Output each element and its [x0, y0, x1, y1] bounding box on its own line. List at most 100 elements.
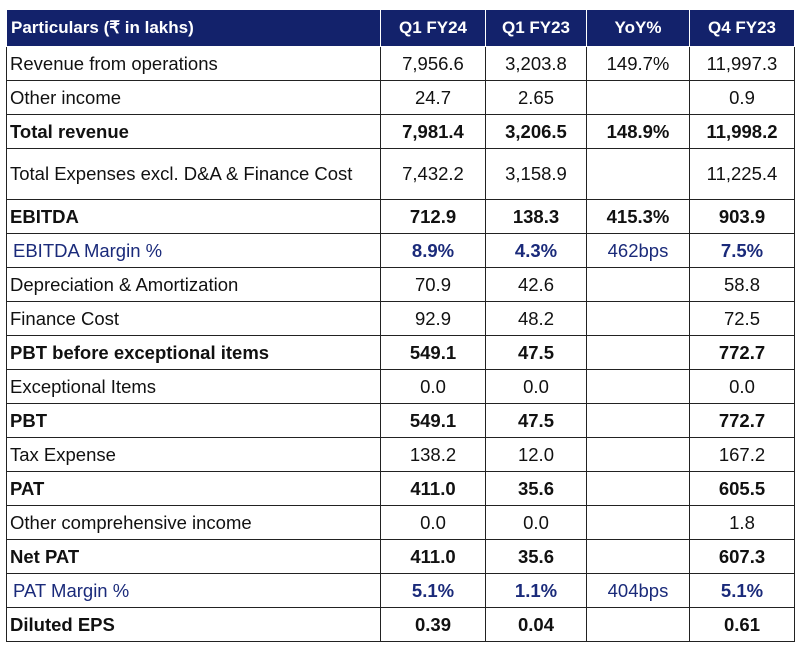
- cell-q4fy23: 11,997.3: [689, 46, 795, 81]
- table-row: Exceptional Items 0.0 0.0 0.0: [6, 369, 795, 404]
- cell-q1fy23: 3,206.5: [485, 114, 587, 149]
- cell-q4fy23: 772.7: [689, 403, 795, 438]
- row-label: Tax Expense: [6, 437, 381, 472]
- table-row: Diluted EPS 0.39 0.04 0.61: [6, 607, 795, 642]
- cell-q1fy23: 3,203.8: [485, 46, 587, 81]
- cell-q1fy23: 138.3: [485, 199, 587, 234]
- cell-q1fy24: 24.7: [380, 80, 486, 115]
- header-particulars: Particulars (₹ in lakhs): [6, 9, 381, 47]
- table-header-row: Particulars (₹ in lakhs) Q1 FY24 Q1 FY23…: [6, 9, 795, 47]
- table-row: EBITDA Margin % 8.9% 4.3% 462bps 7.5%: [6, 233, 795, 268]
- table-row: Tax Expense 138.2 12.0 167.2: [6, 437, 795, 472]
- header-q1fy23: Q1 FY23: [485, 9, 587, 47]
- cell-q1fy24: 7,432.2: [380, 148, 486, 200]
- row-label: Depreciation & Amortization: [6, 267, 381, 302]
- table-row: Total Expenses excl. D&A & Finance Cost …: [6, 148, 795, 200]
- cell-yoy: [586, 471, 690, 506]
- row-label: Total revenue: [6, 114, 381, 149]
- row-label: Finance Cost: [6, 301, 381, 336]
- cell-q4fy23: 0.61: [689, 607, 795, 642]
- row-label: Revenue from operations: [6, 46, 381, 81]
- cell-yoy: [586, 148, 690, 200]
- cell-yoy: 149.7%: [586, 46, 690, 81]
- cell-q4fy23: 167.2: [689, 437, 795, 472]
- header-q4fy23: Q4 FY23: [689, 9, 795, 47]
- cell-yoy: 148.9%: [586, 114, 690, 149]
- table-row: PBT before exceptional items 549.1 47.5 …: [6, 335, 795, 370]
- financial-summary-table: Particulars (₹ in lakhs) Q1 FY24 Q1 FY23…: [6, 9, 795, 642]
- row-label: Net PAT: [6, 539, 381, 574]
- row-label: Diluted EPS: [6, 607, 381, 642]
- cell-q4fy23: 605.5: [689, 471, 795, 506]
- cell-q4fy23: 11,225.4: [689, 148, 795, 200]
- table-row: Depreciation & Amortization 70.9 42.6 58…: [6, 267, 795, 302]
- cell-yoy: [586, 437, 690, 472]
- cell-q1fy23: 47.5: [485, 335, 587, 370]
- cell-q1fy23: 35.6: [485, 471, 587, 506]
- cell-q1fy24: 5.1%: [380, 573, 486, 608]
- table-row: EBITDA 712.9 138.3 415.3% 903.9: [6, 199, 795, 234]
- table-row: Revenue from operations 7,956.6 3,203.8 …: [6, 46, 795, 81]
- cell-q1fy23: 2.65: [485, 80, 587, 115]
- cell-yoy: [586, 301, 690, 336]
- cell-yoy: 462bps: [586, 233, 690, 268]
- cell-yoy: [586, 607, 690, 642]
- cell-yoy: [586, 267, 690, 302]
- cell-q4fy23: 0.9: [689, 80, 795, 115]
- cell-q1fy23: 0.0: [485, 505, 587, 540]
- cell-q1fy24: 70.9: [380, 267, 486, 302]
- cell-q1fy23: 0.0: [485, 369, 587, 404]
- table-row: Other income 24.7 2.65 0.9: [6, 80, 795, 115]
- table-row: Total revenue 7,981.4 3,206.5 148.9% 11,…: [6, 114, 795, 149]
- cell-q4fy23: 0.0: [689, 369, 795, 404]
- table-row: PAT Margin % 5.1% 1.1% 404bps 5.1%: [6, 573, 795, 608]
- cell-q1fy23: 47.5: [485, 403, 587, 438]
- cell-q1fy23: 3,158.9: [485, 148, 587, 200]
- cell-q1fy23: 1.1%: [485, 573, 587, 608]
- table-row: Net PAT 411.0 35.6 607.3: [6, 539, 795, 574]
- cell-yoy: [586, 335, 690, 370]
- cell-q1fy24: 411.0: [380, 539, 486, 574]
- table-row: Finance Cost 92.9 48.2 72.5: [6, 301, 795, 336]
- cell-q4fy23: 11,998.2: [689, 114, 795, 149]
- row-label: EBITDA: [6, 199, 381, 234]
- cell-q4fy23: 58.8: [689, 267, 795, 302]
- cell-q1fy24: 411.0: [380, 471, 486, 506]
- cell-q4fy23: 772.7: [689, 335, 795, 370]
- cell-yoy: 404bps: [586, 573, 690, 608]
- cell-q1fy24: 92.9: [380, 301, 486, 336]
- cell-q4fy23: 7.5%: [689, 233, 795, 268]
- table-row: PAT 411.0 35.6 605.5: [6, 471, 795, 506]
- cell-q1fy23: 4.3%: [485, 233, 587, 268]
- cell-yoy: [586, 539, 690, 574]
- cell-q1fy24: 7,981.4: [380, 114, 486, 149]
- cell-q1fy24: 549.1: [380, 335, 486, 370]
- cell-q4fy23: 607.3: [689, 539, 795, 574]
- cell-q1fy24: 138.2: [380, 437, 486, 472]
- row-label: Total Expenses excl. D&A & Finance Cost: [6, 148, 381, 200]
- cell-q1fy23: 35.6: [485, 539, 587, 574]
- cell-q1fy23: 42.6: [485, 267, 587, 302]
- cell-q1fy23: 48.2: [485, 301, 587, 336]
- row-label: Other income: [6, 80, 381, 115]
- cell-q1fy24: 8.9%: [380, 233, 486, 268]
- cell-q4fy23: 1.8: [689, 505, 795, 540]
- cell-q1fy24: 0.0: [380, 505, 486, 540]
- cell-yoy: [586, 80, 690, 115]
- cell-q4fy23: 5.1%: [689, 573, 795, 608]
- cell-q4fy23: 72.5: [689, 301, 795, 336]
- cell-q1fy24: 712.9: [380, 199, 486, 234]
- row-label: PBT: [6, 403, 381, 438]
- table-row: PBT 549.1 47.5 772.7: [6, 403, 795, 438]
- row-label: Exceptional Items: [6, 369, 381, 404]
- row-label: PAT Margin %: [6, 573, 381, 608]
- cell-yoy: 415.3%: [586, 199, 690, 234]
- table-row: Other comprehensive income 0.0 0.0 1.8: [6, 505, 795, 540]
- cell-q1fy24: 7,956.6: [380, 46, 486, 81]
- cell-q1fy24: 0.0: [380, 369, 486, 404]
- row-label: PAT: [6, 471, 381, 506]
- row-label: PBT before exceptional items: [6, 335, 381, 370]
- cell-q1fy24: 0.39: [380, 607, 486, 642]
- cell-yoy: [586, 505, 690, 540]
- row-label: EBITDA Margin %: [6, 233, 381, 268]
